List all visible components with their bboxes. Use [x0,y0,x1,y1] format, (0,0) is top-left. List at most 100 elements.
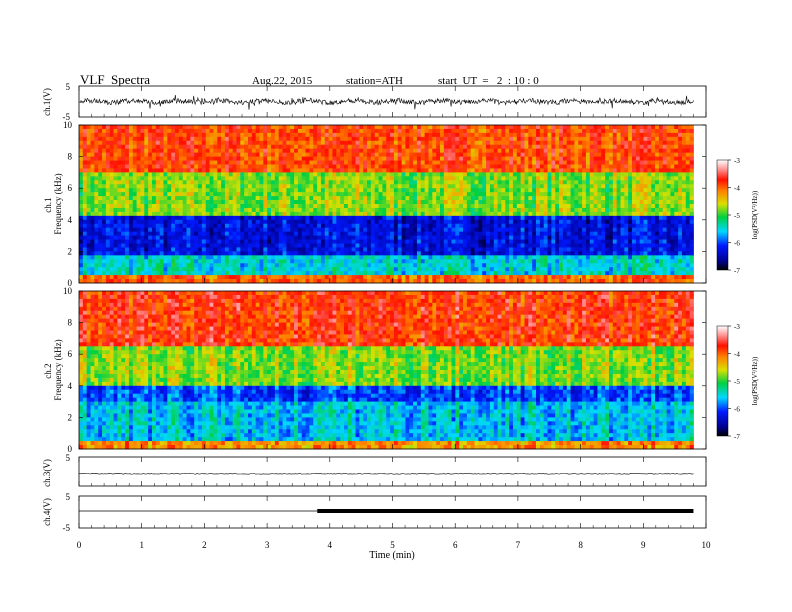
spectrogram-cell [163,172,168,177]
spectrogram-cell [332,160,337,165]
spectrogram-cell [601,168,606,173]
spectrogram-cell [528,204,533,209]
spectrogram-cell [175,247,180,252]
spectrogram-cell [424,136,429,142]
spectrogram-cell [378,152,383,157]
spectrogram-cell [632,184,637,189]
spectrogram-cell [386,184,391,189]
spectrogram-cell [367,164,372,169]
spectrogram-cell [267,164,272,169]
spectrogram-cell [578,235,583,240]
spectrogram-cell [397,188,402,193]
spectrogram-cell [658,235,664,240]
spectrogram-cell [655,125,660,130]
spectrogram-cell [363,231,368,236]
spectrogram-cell [536,215,541,221]
spectrogram-cell [121,144,126,150]
spectrogram-cell [532,144,537,150]
spectrogram-cell [240,184,245,189]
spectrogram-cell [263,196,268,201]
spectrogram-cell [616,140,621,146]
spectrogram-cell [624,192,629,197]
spectrogram-cell [647,192,652,197]
spectrogram-cell [351,204,356,209]
spectrogram-cell [658,176,664,181]
spectrogram-cell [136,200,141,205]
spectrogram-cell [347,148,353,154]
spectrogram-cell [286,148,291,154]
spectrogram-cell [144,211,149,217]
spectrogram-cell [612,196,618,201]
spectrogram-cell [436,211,441,217]
spectrogram-cell [317,164,322,169]
spectrogram-cell [397,136,402,142]
spectrogram-cell [175,148,180,154]
spectrogram-cell [309,140,314,146]
spectrogram-cell [190,227,195,233]
spectrogram-cell [324,192,330,197]
spectrogram-cell [486,136,491,142]
spectrogram-cell [436,164,441,169]
spectrogram-cell [493,184,498,189]
spectrogram-cell [370,227,376,233]
spectrogram-cell [286,168,291,173]
spectrogram-cell [251,227,257,233]
spectrogram-cell [175,215,180,221]
spectrogram-cell [685,168,691,173]
spectrogram-cell [144,219,149,225]
spectrogram-cell [186,188,191,193]
spectrogram-cell [98,172,103,177]
spectrogram-cell [309,196,314,201]
spectrogram-cell [313,132,318,138]
spectrogram-cell [351,184,356,189]
spectrogram-cell [320,196,326,201]
spectrogram-cell [167,243,172,248]
spectrogram-cell [478,152,483,157]
spectrogram-cell [670,231,675,236]
spectrogram-cell [551,136,556,142]
spectrogram-cell [570,144,575,150]
spectrogram-cell [217,160,222,165]
spectrogram-cell [520,235,525,240]
spectrogram-cell [125,192,130,197]
spectrogram-cell [378,125,383,130]
spectrogram-cell [347,164,353,169]
spectrogram-cell [486,180,491,185]
spectrogram-cell [528,180,533,185]
spectrogram-cell [132,144,138,150]
spectrogram-cell [98,239,103,244]
spectrogram-cell [140,152,145,157]
spectrogram-cell [201,144,207,150]
spectrogram-cell [113,188,118,193]
spectrogram-cell [489,132,495,138]
spectrogram-cell [428,223,433,229]
spectrogram-cell [343,207,349,213]
spectrogram-cell [244,152,249,157]
spectrogram-cell [455,168,460,173]
spectrogram-cell [562,204,568,209]
spectrogram-cell [589,219,595,225]
spectrogram-cell [109,184,114,189]
spectrogram-cell [301,227,306,233]
spectrogram-cell [267,243,272,248]
spectrogram-cell [509,144,514,150]
spectrogram-cell [175,223,180,229]
spectrogram-cell [328,184,333,189]
spectrogram-cell [105,164,111,169]
spectrogram-cell [416,156,422,161]
spectrogram-cell [559,172,564,177]
spectrogram-cell [117,140,122,146]
spectrogram-cell [294,164,299,169]
spectrogram-cell [401,148,406,154]
spectrogram-cell [555,144,560,150]
spectrogram-cell [347,204,353,209]
spectrogram-cell [167,156,172,161]
spectrogram-cell [539,192,545,197]
spectrogram-cell [585,204,591,209]
spectrogram-cell [301,140,306,146]
spectrogram-cell [605,192,610,197]
spectrogram-cell [363,223,368,229]
spectrogram-cell [466,200,472,205]
spectrogram-cell [681,211,687,217]
